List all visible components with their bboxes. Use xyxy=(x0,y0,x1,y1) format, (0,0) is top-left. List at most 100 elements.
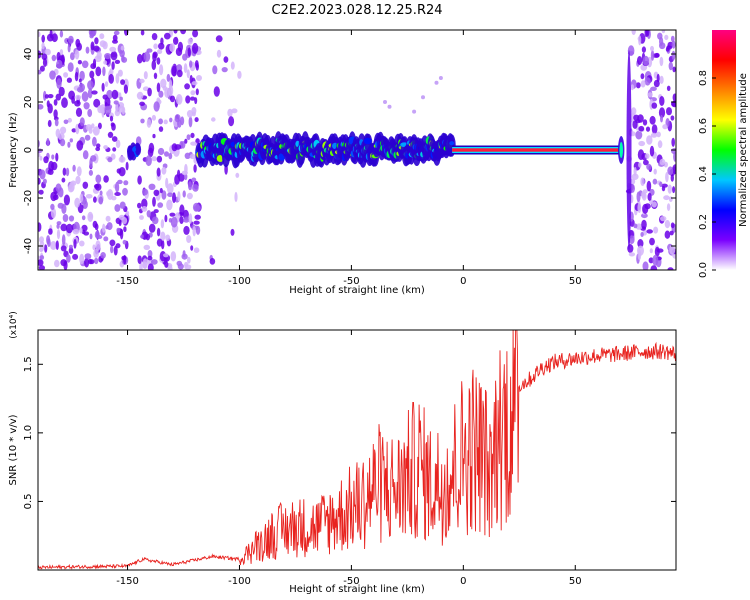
noise-speckle xyxy=(230,228,235,236)
spectrogram-x-tick-label: 0 xyxy=(460,276,466,287)
snr-x-tick-label: -150 xyxy=(116,576,139,587)
noise-speckle xyxy=(640,73,645,80)
signal-band-core xyxy=(216,155,224,162)
noise-speckle xyxy=(166,199,173,211)
noise-speckle xyxy=(79,240,85,247)
noise-speckle xyxy=(95,174,102,184)
noise-speckle xyxy=(186,192,193,200)
noise-speckle xyxy=(161,166,167,175)
noise-speckle xyxy=(87,80,94,90)
noise-speckle xyxy=(653,168,657,175)
noise-speckle xyxy=(46,33,54,42)
noise-speckle xyxy=(235,172,240,178)
noise-speckle xyxy=(147,255,153,261)
figure-title: C2E2.2023.028.12.25.R24 xyxy=(271,3,442,18)
noise-speckle xyxy=(654,52,660,58)
noise-speckle xyxy=(94,230,100,239)
noise-speckle xyxy=(56,78,62,89)
noise-speckle xyxy=(50,207,57,219)
noise-speckle xyxy=(94,257,99,265)
noise-speckle xyxy=(110,245,114,254)
noise-speckle xyxy=(156,167,161,177)
spectrogram-x-tick-label: 50 xyxy=(569,276,582,287)
noise-speckle xyxy=(189,153,196,160)
noise-speckle xyxy=(146,119,152,128)
noise-speckle xyxy=(141,198,148,209)
noise-speckle xyxy=(57,132,65,141)
noise-speckle xyxy=(182,250,186,258)
noise-speckle xyxy=(191,177,197,183)
noise-speckle xyxy=(140,234,144,239)
noise-speckle xyxy=(123,226,127,233)
spectrogram-y-tick-label: -40 xyxy=(23,238,34,254)
noise-speckle xyxy=(70,180,77,186)
noise-speckle xyxy=(50,191,57,202)
noise-speckle xyxy=(631,30,636,35)
noise-speckle xyxy=(646,180,652,192)
noise-speckle xyxy=(152,133,156,139)
noise-speckle xyxy=(61,177,66,183)
noise-speckle xyxy=(636,191,641,203)
noise-speckle xyxy=(642,119,648,126)
signal-band-core xyxy=(363,137,372,145)
noise-speckle xyxy=(651,102,658,109)
noise-speckle xyxy=(656,131,661,138)
noise-speckle xyxy=(118,156,126,163)
noise-speckle xyxy=(66,254,71,263)
noise-speckle xyxy=(82,150,89,160)
noise-speckle xyxy=(72,228,80,235)
noise-speckle xyxy=(123,84,128,94)
noise-speckle xyxy=(163,119,168,125)
noise-speckle xyxy=(95,240,101,252)
noise-speckle xyxy=(187,47,191,57)
noise-speckle xyxy=(170,251,177,262)
noise-speckle xyxy=(641,191,647,201)
noise-speckle xyxy=(147,87,152,97)
noise-speckle xyxy=(147,250,153,258)
noise-speckle xyxy=(671,40,676,49)
noise-speckle xyxy=(38,222,42,232)
noise-speckle xyxy=(89,259,95,265)
noise-speckle xyxy=(76,140,84,151)
noise-speckle xyxy=(657,32,663,40)
noise-speckle xyxy=(115,102,119,113)
noise-speckle xyxy=(92,126,100,136)
noise-speckle xyxy=(193,247,200,253)
colorbar-ticks: 0.0 0.2 0.4 0.6 0.8 xyxy=(698,70,716,278)
noise-speckle xyxy=(60,245,67,252)
noise-speckle xyxy=(104,97,111,107)
noise-speckle xyxy=(67,117,73,123)
noise-speckle xyxy=(109,46,117,53)
noise-speckle xyxy=(669,245,676,255)
noise-speckle xyxy=(106,89,113,100)
noise-speckle xyxy=(195,88,199,96)
noise-speckle xyxy=(94,37,99,45)
noise-speckle xyxy=(44,94,49,99)
spectrogram-y-ticks: -40 -20 0 20 40 xyxy=(23,48,676,254)
noise-speckle xyxy=(67,44,71,53)
signal-band-core xyxy=(132,147,137,152)
noise-speckle xyxy=(158,90,164,98)
noise-speckle xyxy=(93,98,101,108)
snr-y-multiplier: (x10⁴) xyxy=(9,311,19,338)
noise-speckle xyxy=(114,204,121,212)
noise-speckle xyxy=(156,155,163,163)
noise-speckle xyxy=(107,131,114,138)
noise-speckle xyxy=(90,41,95,51)
noise-speckle xyxy=(169,43,176,52)
noise-speckle xyxy=(151,216,159,225)
noise-speckle xyxy=(189,60,193,68)
noise-speckle xyxy=(95,66,102,77)
noise-speckle xyxy=(88,213,93,219)
noise-speckle xyxy=(81,215,86,221)
noise-speckle xyxy=(190,132,195,139)
noise-speckle xyxy=(412,109,417,114)
noise-speckle xyxy=(148,183,156,190)
noise-speckle xyxy=(76,166,82,177)
noise-speckle xyxy=(111,61,115,70)
noise-speckle xyxy=(176,69,183,78)
noise-speckle xyxy=(63,194,70,206)
noise-speckle xyxy=(654,246,660,257)
colorbar-scale xyxy=(712,30,736,270)
noise-speckle xyxy=(75,107,83,118)
